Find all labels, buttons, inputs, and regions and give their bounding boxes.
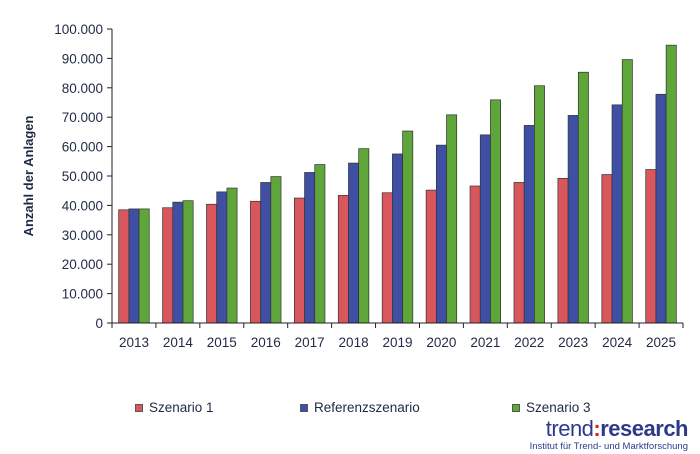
bar-szenario-1-2023	[557, 178, 569, 324]
bar-referenzszenario-2013	[128, 208, 140, 324]
bar-szenario-1-2014	[162, 207, 174, 324]
x-tick-label: 2020	[426, 335, 456, 350]
y-tick-label: 20.000	[62, 257, 103, 272]
y-tick-label: 70.000	[62, 110, 103, 125]
bar-referenzszenario-2023	[567, 115, 579, 324]
bar-szenario-1-2021	[469, 185, 481, 324]
bar-szenario-1-2019	[381, 192, 393, 324]
bar-szenario-3-2025	[665, 44, 677, 324]
bar-referenzszenario-2016	[260, 182, 272, 324]
bar-szenario-3-2015	[226, 187, 238, 324]
bar-szenario-3-2024	[621, 59, 633, 324]
x-tick-label: 2019	[382, 335, 412, 350]
legend-swatch	[300, 403, 308, 412]
bar-referenzszenario-2018	[348, 162, 360, 324]
bar-referenzszenario-2017	[304, 172, 316, 324]
y-tick-label: 50.000	[62, 169, 103, 184]
x-tick-label: 2015	[207, 335, 237, 350]
legend-label: Szenario 3	[526, 400, 591, 415]
bar-szenario-3-2021	[490, 99, 501, 324]
bar-szenario-1-2025	[645, 169, 657, 324]
bar-szenario-1-2020	[425, 189, 437, 324]
legend-item: Referenzszenario	[300, 400, 420, 415]
y-tick-label: 30.000	[62, 228, 103, 243]
x-tick-label: 2013	[119, 335, 149, 350]
bar-szenario-3-2019	[402, 130, 414, 324]
logo-subtitle: Institut für Trend- und Marktforschung	[529, 441, 688, 452]
bar-szenario-3-2020	[446, 114, 458, 324]
bar-szenario-1-2017	[294, 197, 305, 324]
bar-szenario-1-2016	[250, 200, 261, 324]
y-tick-label: 60.000	[62, 140, 103, 155]
y-tick-label: 10.000	[62, 287, 103, 302]
y-tick-label: 100.000	[54, 22, 103, 37]
legend-label: Referenzszenario	[314, 400, 420, 415]
bar-szenario-3-2016	[270, 176, 282, 324]
bar-referenzszenario-2020	[435, 144, 447, 324]
bar-szenario-1-2022	[513, 182, 525, 324]
legend-item: Szenario 3	[512, 400, 591, 415]
bar-szenario-1-2024	[601, 174, 613, 324]
logo-wordmark: trend:research	[545, 416, 689, 441]
bar-referenzszenario-2015	[216, 191, 228, 324]
y-tick-label: 80.000	[62, 81, 103, 96]
x-tick-label: 2025	[646, 335, 676, 350]
x-tick-label: 2021	[470, 335, 500, 350]
x-tick-label: 2016	[251, 335, 281, 350]
bar-szenario-3-2014	[182, 200, 194, 324]
x-tick-label: 2018	[339, 335, 369, 350]
bar-referenzszenario-2014	[172, 201, 184, 324]
x-tick-label: 2024	[602, 335, 633, 350]
legend-label: Szenario 1	[149, 400, 214, 415]
bar-szenario-3-2023	[577, 71, 589, 324]
bar-szenario-1-2018	[337, 195, 349, 324]
chart-legend: Szenario 1 Referenzszenario Szenario 3	[0, 400, 700, 420]
bar-szenario-3-2018	[358, 148, 370, 324]
bar-szenario-3-2017	[314, 164, 326, 324]
bar-referenzszenario-2022	[523, 125, 535, 324]
y-tick-label: 40.000	[62, 198, 103, 213]
legend-item: Szenario 1	[135, 400, 214, 415]
legend-swatch	[135, 403, 143, 412]
x-tick-label: 2014	[163, 335, 194, 350]
bar-referenzszenario-2021	[479, 134, 491, 324]
x-tick-label: 2017	[295, 335, 325, 350]
y-tick-label: 90.000	[62, 51, 103, 66]
legend-swatch	[512, 403, 520, 412]
trendresearch-logo: trend:research Institut für Trend- und M…	[529, 416, 689, 453]
bar-referenzszenario-2024	[611, 104, 623, 324]
y-axis-label: Anzahl der Anlagen	[21, 116, 36, 237]
x-tick-label: 2023	[558, 335, 588, 350]
x-tick-label: 2022	[514, 335, 544, 350]
bar-referenzszenario-2019	[392, 153, 403, 324]
bar-szenario-3-2013	[138, 208, 150, 324]
y-tick-label: 0	[95, 316, 103, 331]
bar-szenario-1-2015	[206, 203, 218, 324]
bar-referenzszenario-2025	[655, 93, 667, 324]
bar-szenario-1-2013	[118, 209, 130, 324]
bar-szenario-3-2022	[534, 85, 545, 324]
